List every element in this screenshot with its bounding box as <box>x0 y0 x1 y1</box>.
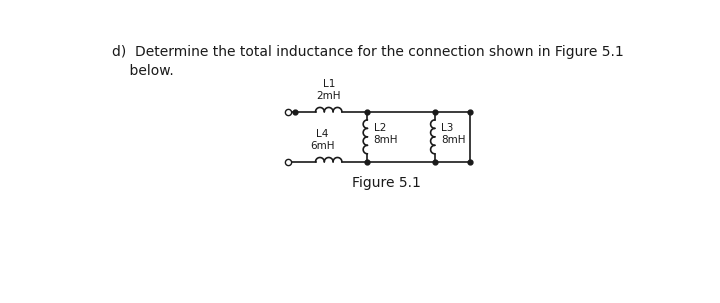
Text: L3
8mH: L3 8mH <box>441 123 466 145</box>
Text: d)  Determine the total inductance for the connection shown in Figure 5.1
    be: d) Determine the total inductance for th… <box>112 45 624 78</box>
Text: Figure 5.1: Figure 5.1 <box>352 176 421 190</box>
Text: L4
6mH: L4 6mH <box>310 129 335 151</box>
Text: L2
8mH: L2 8mH <box>374 123 398 145</box>
Text: L1
2mH: L1 2mH <box>317 79 341 101</box>
